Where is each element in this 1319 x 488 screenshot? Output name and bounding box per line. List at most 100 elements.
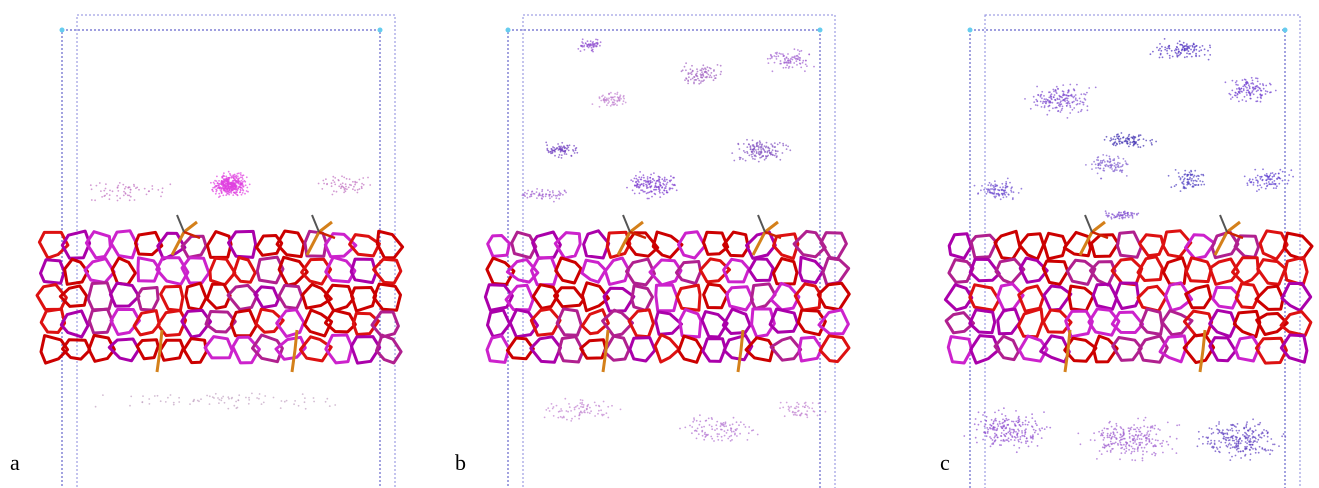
water-dot bbox=[1198, 175, 1200, 177]
water-dot bbox=[991, 419, 993, 421]
water-dot bbox=[976, 442, 978, 444]
water-dot bbox=[1014, 436, 1016, 438]
water-dot bbox=[603, 414, 605, 416]
water-dot bbox=[564, 148, 566, 150]
water-dot bbox=[636, 183, 638, 185]
water-dot bbox=[1003, 430, 1005, 432]
water-dot bbox=[256, 397, 258, 399]
water-dot bbox=[326, 183, 328, 185]
water-dot bbox=[777, 55, 779, 57]
water-dot bbox=[1125, 445, 1127, 447]
water-dot bbox=[1188, 183, 1190, 185]
water-dot bbox=[1108, 212, 1110, 214]
water-dot bbox=[706, 77, 708, 79]
water-dot bbox=[1107, 435, 1109, 437]
water-dot bbox=[1011, 429, 1013, 431]
water-dot bbox=[765, 157, 767, 159]
water-dot bbox=[332, 180, 334, 182]
water-dot bbox=[545, 409, 547, 411]
water-dot bbox=[1238, 451, 1240, 453]
water-dot bbox=[1239, 91, 1241, 93]
water-dot bbox=[1232, 438, 1234, 440]
water-dot bbox=[1123, 211, 1125, 213]
water-dot bbox=[1267, 441, 1269, 443]
lattice-ring bbox=[374, 284, 401, 310]
water-dot bbox=[796, 55, 798, 57]
water-dot bbox=[1257, 424, 1259, 426]
water-dot bbox=[1085, 94, 1087, 96]
water-dot bbox=[1091, 163, 1093, 165]
water-dot bbox=[729, 424, 731, 426]
water-dot bbox=[799, 59, 801, 61]
water-dot bbox=[1001, 432, 1003, 434]
water-dot bbox=[1044, 98, 1046, 100]
water-dot bbox=[1069, 103, 1071, 105]
water-dot bbox=[720, 65, 722, 67]
water-dot bbox=[1155, 433, 1157, 435]
water-dot bbox=[1253, 93, 1255, 95]
water-dot bbox=[356, 182, 358, 184]
water-dot bbox=[1245, 100, 1247, 102]
water-dot bbox=[1257, 185, 1259, 187]
water-dot bbox=[766, 156, 768, 158]
water-dot bbox=[1110, 441, 1112, 443]
water-dot bbox=[553, 201, 555, 203]
water-dot bbox=[610, 105, 612, 107]
water-dot bbox=[1073, 88, 1075, 90]
water-dot bbox=[731, 431, 733, 433]
water-dot bbox=[1246, 87, 1248, 89]
water-dot bbox=[1245, 79, 1247, 81]
water-dot bbox=[1207, 50, 1209, 52]
water-dot bbox=[1083, 104, 1085, 106]
water-dot bbox=[709, 67, 711, 69]
water-dot bbox=[1247, 435, 1249, 437]
water-dot bbox=[726, 432, 728, 434]
water-dot bbox=[1107, 433, 1109, 435]
water-dot bbox=[985, 420, 987, 422]
water-dot bbox=[1247, 184, 1249, 186]
water-dot bbox=[551, 403, 553, 405]
water-dot bbox=[1016, 433, 1018, 435]
water-dot bbox=[128, 195, 130, 197]
water-dot bbox=[808, 54, 810, 56]
water-dot bbox=[237, 399, 239, 401]
water-dot bbox=[1164, 47, 1166, 49]
water-dot bbox=[1044, 101, 1046, 103]
water-dot bbox=[602, 95, 604, 97]
water-dot bbox=[780, 53, 782, 55]
water-dot bbox=[1229, 443, 1231, 445]
water-dot bbox=[716, 428, 718, 430]
water-dot bbox=[985, 424, 987, 426]
water-dot bbox=[994, 188, 996, 190]
water-dot bbox=[1138, 431, 1140, 433]
water-dot bbox=[359, 179, 361, 181]
water-dot bbox=[1258, 452, 1260, 454]
water-dot bbox=[357, 192, 359, 194]
water-dot bbox=[564, 151, 566, 153]
water-dot bbox=[189, 403, 191, 405]
water-dot bbox=[1041, 106, 1043, 108]
water-dot bbox=[663, 180, 665, 182]
water-dot bbox=[552, 190, 554, 192]
water-dot bbox=[1276, 185, 1278, 187]
water-dot bbox=[676, 189, 678, 191]
water-dot bbox=[170, 394, 172, 396]
water-dot bbox=[1257, 181, 1259, 183]
water-dot bbox=[1068, 101, 1070, 103]
water-dot bbox=[1138, 434, 1140, 436]
lattice-ring bbox=[680, 310, 701, 337]
water-dot bbox=[760, 149, 762, 151]
water-dot bbox=[796, 406, 798, 408]
water-dot bbox=[1209, 54, 1211, 56]
water-dot bbox=[230, 183, 232, 185]
water-dot bbox=[1209, 427, 1211, 429]
water-dot bbox=[1230, 447, 1232, 449]
water-dot bbox=[996, 429, 998, 431]
water-dot bbox=[720, 422, 722, 424]
water-dot bbox=[651, 196, 653, 198]
water-dot bbox=[681, 70, 683, 72]
water-dot bbox=[713, 75, 715, 77]
water-dot bbox=[1110, 451, 1112, 453]
water-dot bbox=[581, 41, 583, 43]
water-dot bbox=[670, 175, 672, 177]
